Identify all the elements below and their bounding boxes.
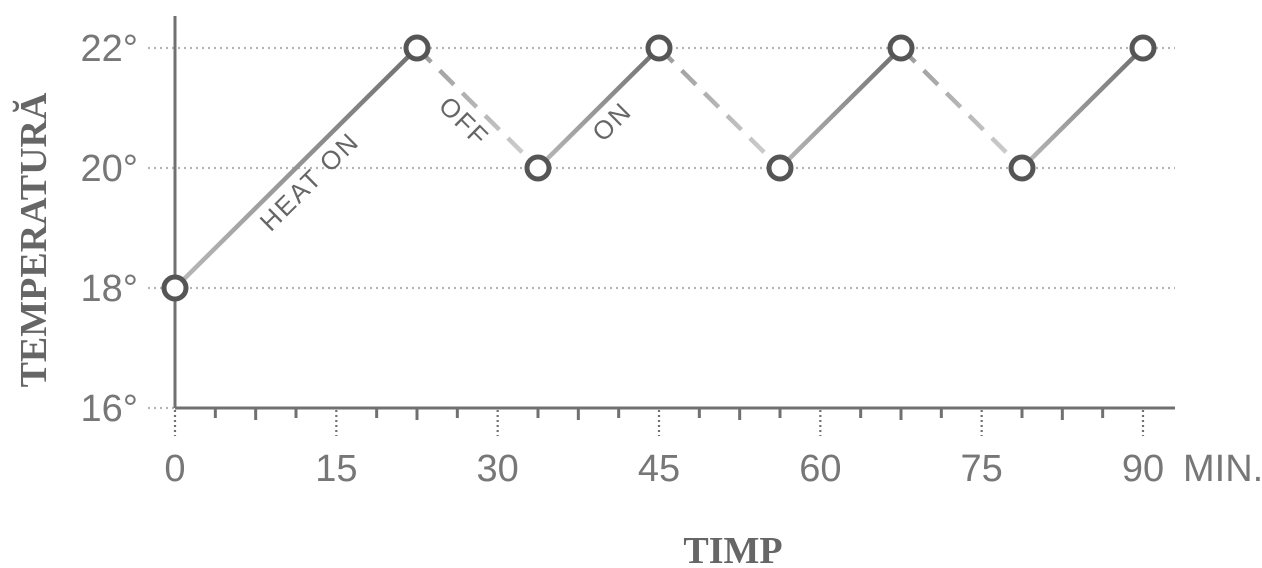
segment-annotation: OFF [433, 90, 495, 152]
segment-annotation: HEAT ON [254, 126, 365, 237]
data-point [161, 274, 189, 302]
heat-on-segment [1020, 46, 1145, 170]
x-unit-label: MIN. [1183, 448, 1262, 490]
heat-off-segment [899, 46, 1024, 170]
segment-annotation: ON [586, 96, 638, 148]
x-axis-title: TIMP [683, 530, 782, 568]
data-point [1129, 34, 1157, 62]
axes [173, 16, 1175, 410]
y-axis-title: TEMPERATURĂ [13, 92, 55, 387]
heat-on-segment [536, 46, 661, 170]
x-tick-label: 75 [961, 448, 1003, 490]
grid-lines [148, 46, 1175, 410]
y-tick-label: 20° [81, 148, 138, 190]
y-tick-label: 22° [81, 28, 138, 70]
x-tick-label: 90 [1122, 448, 1164, 490]
x-tick-label: 45 [638, 448, 680, 490]
heat-off-segment [415, 46, 540, 170]
series-line [173, 46, 1145, 290]
x-tick-label: 60 [799, 448, 841, 490]
data-point [1008, 154, 1036, 182]
heat-on-segment [173, 46, 419, 290]
x-minor-ticks [173, 408, 1145, 436]
data-point [645, 34, 673, 62]
x-tick-label: 15 [315, 448, 357, 490]
x-tick-label: 0 [164, 448, 185, 490]
y-tick-label: 16° [81, 388, 138, 430]
tick-labels: 0 15 30 45 60 75 90 16° 18° 20° 22° [81, 28, 1165, 490]
data-point [887, 34, 915, 62]
data-point [766, 154, 794, 182]
y-tick-label: 18° [81, 268, 138, 310]
annotations: HEAT ON OFF ON [254, 90, 638, 236]
heat-on-segment [778, 46, 903, 170]
data-point [524, 154, 552, 182]
x-tick-label: 30 [477, 448, 519, 490]
data-point [403, 34, 431, 62]
heat-off-segment [657, 46, 782, 170]
series-points [161, 34, 1157, 302]
